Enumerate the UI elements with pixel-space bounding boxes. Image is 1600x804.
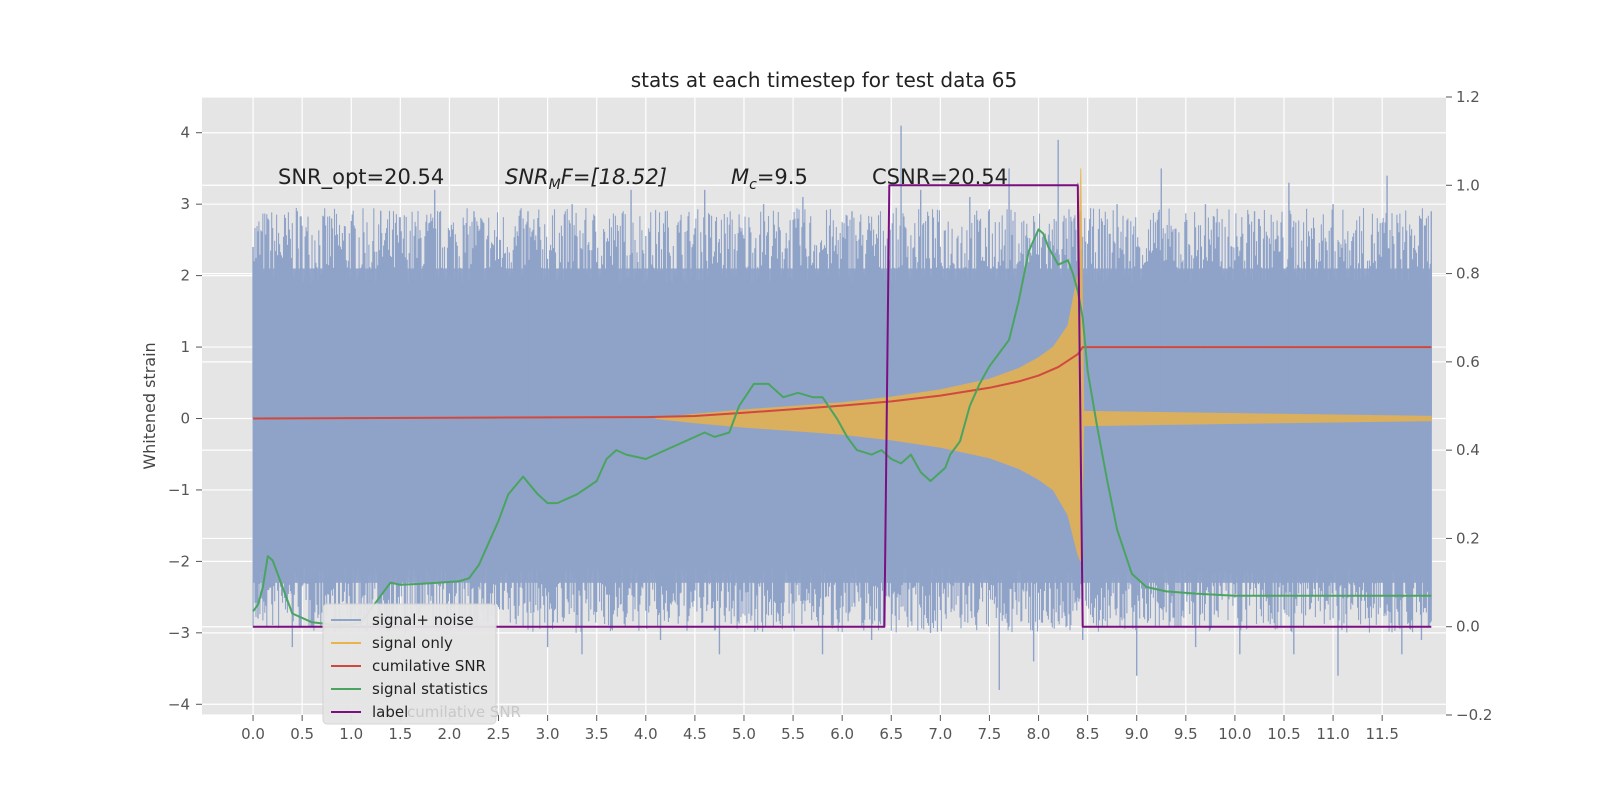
y-tick-label-8: −4	[168, 695, 190, 713]
x-tick-label-8: 4.0	[634, 725, 658, 743]
series-signal-only	[655, 168, 1432, 562]
x-tick-label-13: 6.5	[879, 725, 903, 743]
y-tick-label-7: −3	[168, 624, 190, 642]
x-tick-label-6: 3.0	[536, 725, 560, 743]
x-tick-label-0: 0.0	[241, 725, 265, 743]
y2-tick-label-0: 1.2	[1456, 88, 1480, 106]
legend-box	[322, 603, 497, 725]
x-tick-label-11: 5.5	[781, 725, 805, 743]
legend-label-0: signal+ noise	[372, 611, 474, 629]
x-tick-label-17: 8.5	[1076, 725, 1100, 743]
legend-label-1: signal only	[372, 634, 453, 652]
y-tick-label-4: 0	[180, 410, 190, 428]
annotation-mc-sub: c	[749, 177, 757, 193]
chart-title: stats at each timestep for test data 65	[631, 68, 1017, 92]
x-tick-label-1: 0.5	[290, 725, 314, 743]
annotation-snr-opt: SNR_opt=20.54	[278, 165, 444, 190]
legend-label-4: label	[372, 703, 408, 721]
axes: 0.0 0.5 1.0 1.5 2.0 2.5 3.0 3.5 4.0 4.5 5.0 5.5 6.0 6…	[168, 88, 1493, 743]
x-tick-label-22: 11.0	[1316, 725, 1349, 743]
x-tick-label-18: 9.0	[1125, 725, 1149, 743]
x-tick-label-4: 2.0	[437, 725, 461, 743]
y2-tick-label-7: −0.2	[1456, 706, 1492, 724]
annotation-snr-mf-sub: M	[549, 177, 561, 193]
y2-tick-label-4: 0.4	[1456, 441, 1480, 459]
x-tick-label-12: 6.0	[830, 725, 854, 743]
y2-tick-label-6: 0.0	[1456, 618, 1480, 636]
annotation-mc: Mc=9.5	[731, 165, 808, 193]
annotation-snr-mf-tail: F=[18.52]	[561, 165, 667, 189]
series-signal-statistics	[252, 228, 1432, 626]
x-tick-label-3: 1.5	[388, 725, 412, 743]
x-tick-label-2: 1.0	[339, 725, 363, 743]
series-cumilative-snr	[253, 346, 1432, 420]
y2-tick-label-3: 0.6	[1456, 353, 1480, 371]
series-layer	[252, 125, 1432, 690]
annotation-mc-main: M	[731, 165, 749, 189]
x-tick-label-21: 10.5	[1267, 725, 1300, 743]
x-tick-label-20: 10.0	[1218, 725, 1251, 743]
x-tick-label-19: 9.5	[1174, 725, 1198, 743]
x-tick-label-23: 11.5	[1365, 725, 1398, 743]
x-tick-label-7: 3.5	[585, 725, 609, 743]
legend-label-2: cumilative SNR	[372, 657, 486, 675]
legend: cumilative SNR signal+ noise signal only cu…	[322, 603, 521, 725]
y-tick-label-6: −2	[168, 552, 190, 570]
x-tick-label-10: 5.0	[732, 725, 756, 743]
x-tick-label-16: 8.0	[1027, 725, 1051, 743]
y-tick-label-3: 1	[180, 338, 190, 356]
y-tick-label-0: 4	[180, 124, 190, 142]
y-axis-label: Whitened strain	[140, 342, 159, 469]
y-tick-label-5: −1	[168, 481, 190, 499]
annotation-snr-mf: SNRMF=[18.52]	[505, 165, 667, 193]
series-label	[253, 184, 1432, 628]
x-tick-label-15: 7.5	[978, 725, 1002, 743]
legend-label-3: signal statistics	[372, 680, 488, 698]
legend-hidden-text: cumilative SNR	[407, 703, 521, 721]
annotation-mc-tail: =9.5	[757, 165, 808, 189]
y-tick-label-1: 3	[180, 195, 190, 213]
x-tick-label-5: 2.5	[487, 725, 511, 743]
x-tick-label-9: 4.5	[683, 725, 707, 743]
annotation-csnr: CSNR=20.54	[872, 165, 1008, 189]
y2-tick-label-1: 1.0	[1456, 176, 1480, 194]
y2-tick-label-5: 0.2	[1456, 529, 1480, 547]
y2-tick-label-2: 0.8	[1456, 265, 1480, 283]
annotations: SNR_opt=20.54 SNRMF=[18.52] Mc=9.5 CSNR=…	[278, 165, 1008, 193]
annotation-snr-mf-main: SNR	[505, 165, 549, 189]
y-tick-label-2: 2	[180, 267, 190, 285]
x-tick-label-14: 7.0	[928, 725, 952, 743]
